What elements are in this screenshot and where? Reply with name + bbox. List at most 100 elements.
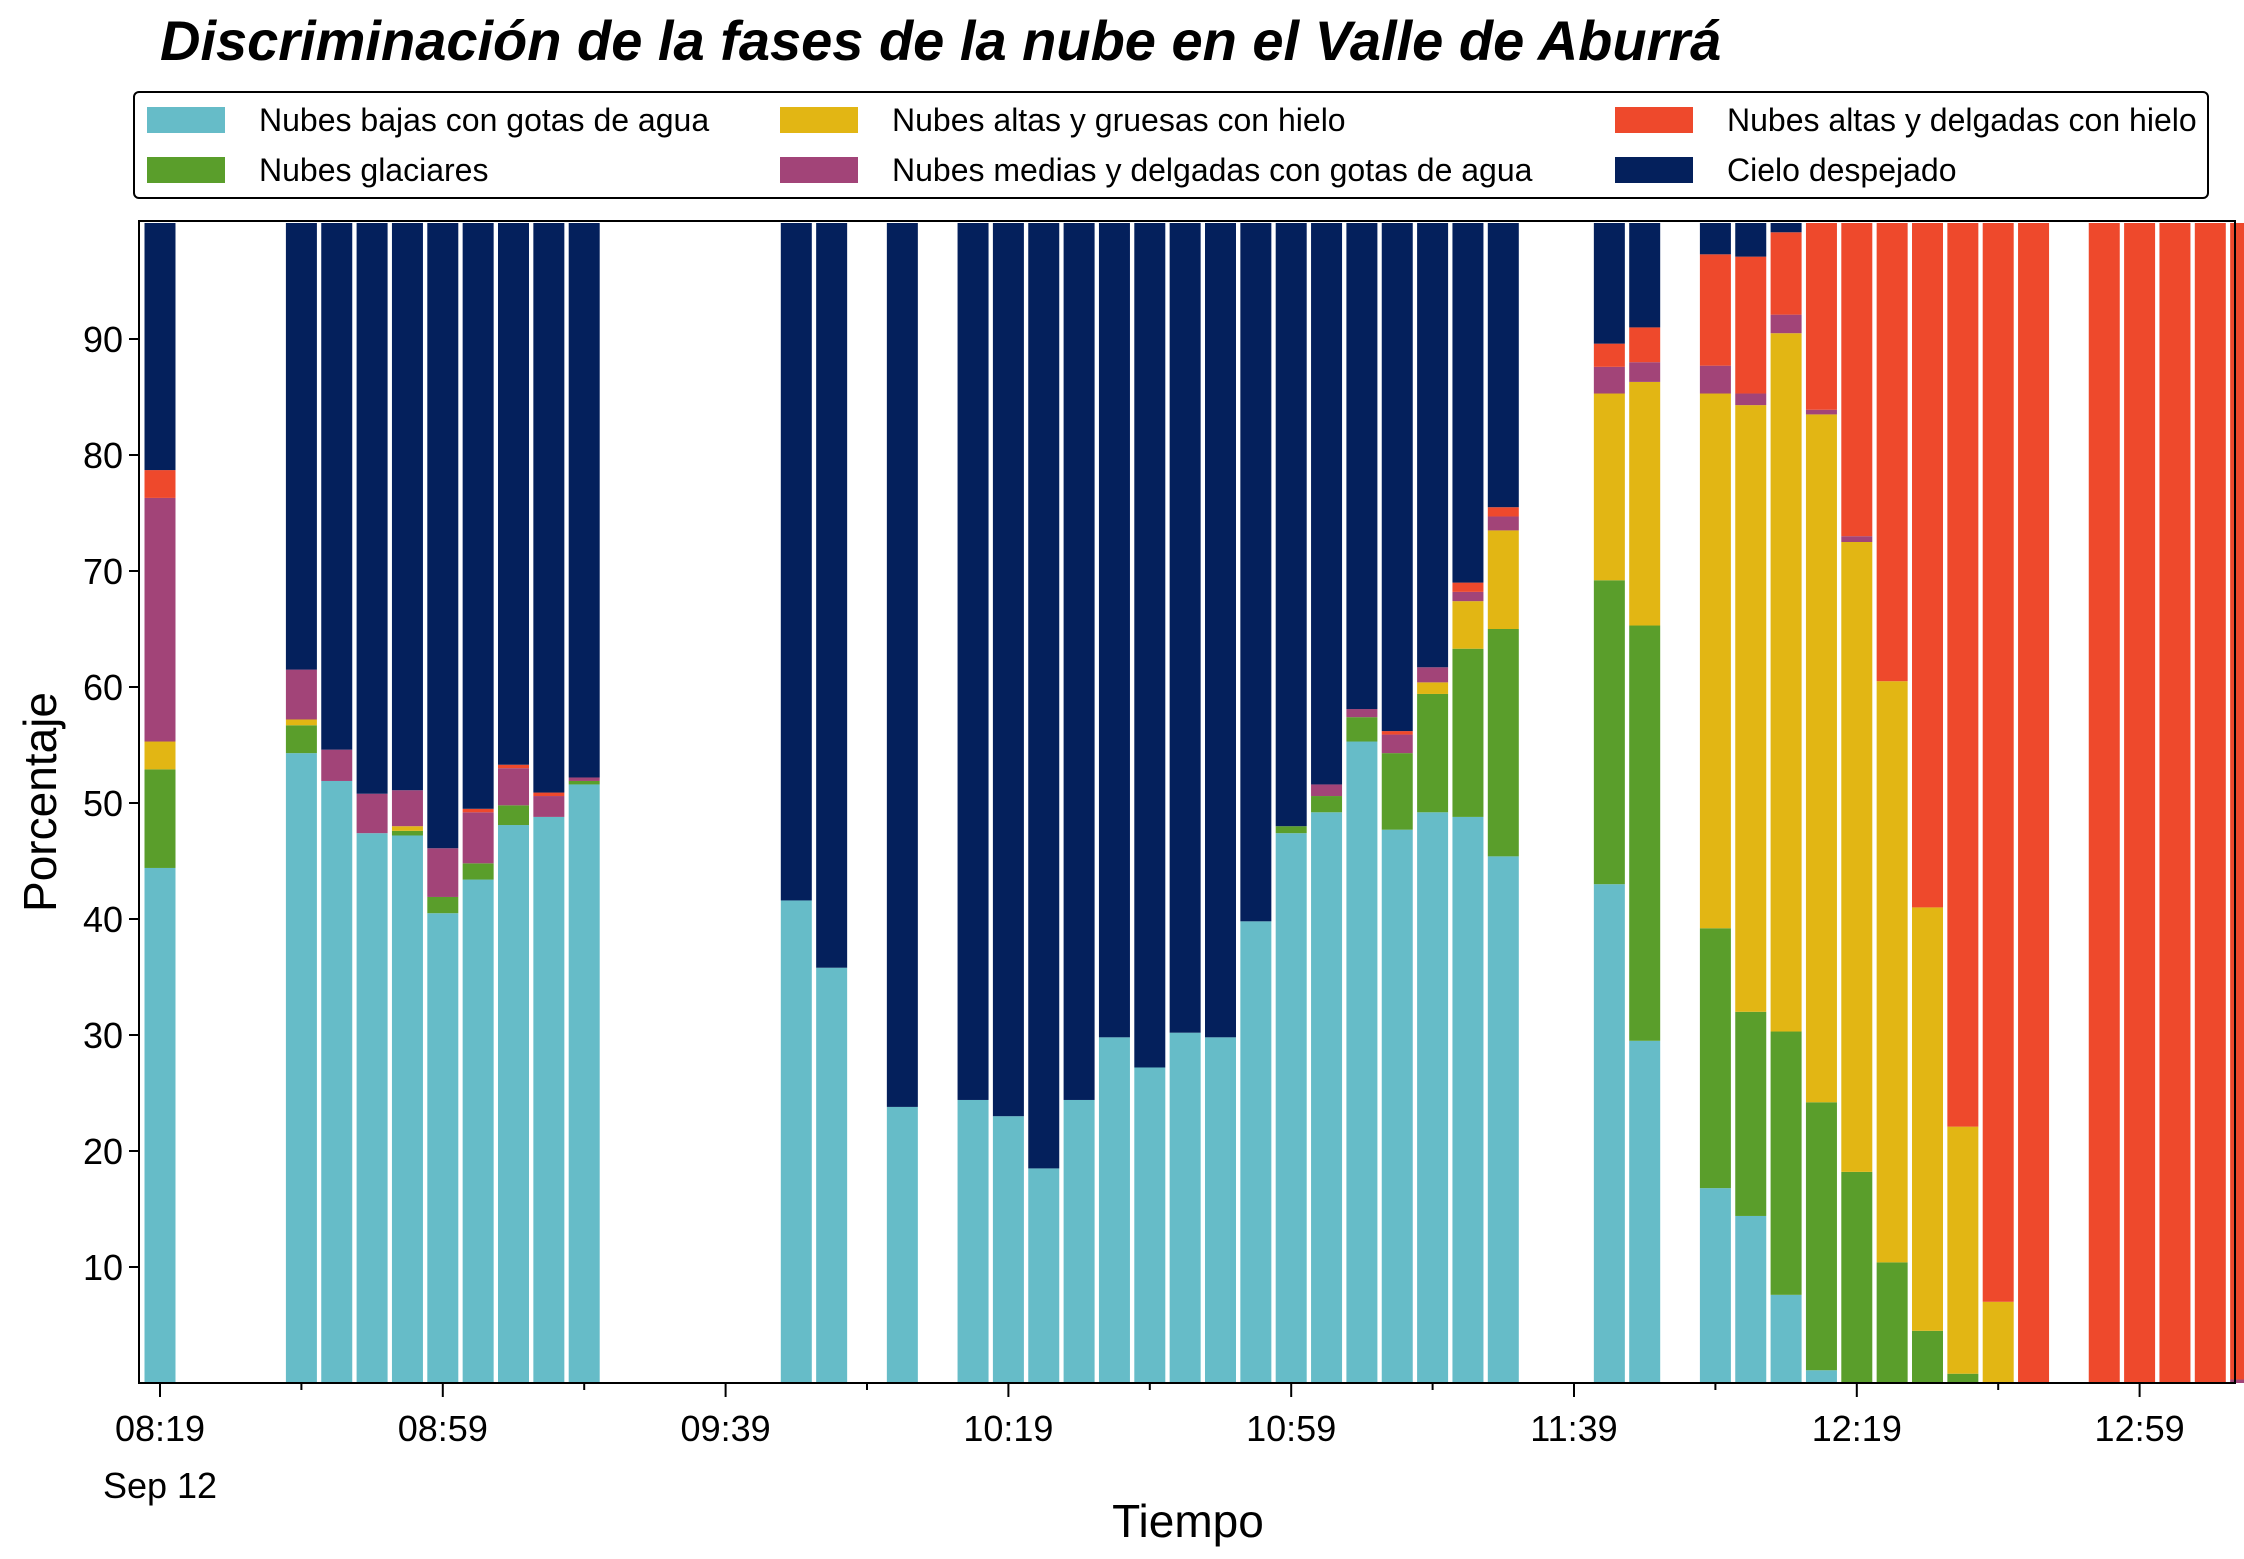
bar-nubes-altas-delgadas-1124: [1452, 582, 1484, 592]
bar-nubes-medias-1204: [1735, 393, 1767, 406]
bar-nubes-bajas-0849: [356, 833, 388, 1383]
bar-nubes-altas-delgadas-1144: [1593, 343, 1625, 367]
y-tick-label-90: 90: [83, 319, 123, 360]
bar-cielo-despejado-1119: [1417, 223, 1449, 668]
bar-nubes-bajas-0859: [427, 913, 459, 1383]
bar-nubes-altas-gruesas-1229: [1912, 907, 1943, 1331]
legend-label-nubes-medias: Nubes medias y delgadas con gotas de agu…: [892, 151, 1533, 188]
bar-nubes-medias-1104: [1311, 784, 1343, 797]
bar-nubes-bajas-1149: [1629, 1040, 1661, 1383]
bar-nubes-glaciares-1209: [1770, 1031, 1802, 1295]
bar-cielo-despejado-0819: [144, 223, 176, 471]
bar-nubes-bajas-1034: [1098, 1037, 1130, 1383]
x-tick-label-1139: 11:39: [1530, 1408, 1617, 1449]
bar-nubes-medias-1109: [1346, 709, 1378, 718]
bar-nubes-altas-gruesas-1149: [1629, 381, 1661, 626]
bar-nubes-glaciares-0859: [427, 896, 459, 914]
bar-nubes-medias-1144: [1593, 366, 1625, 394]
bar-nubes-altas-gruesas-1159: [1699, 393, 1731, 929]
bar-nubes-altas-delgadas-1149: [1629, 327, 1661, 363]
legend-label-nubes-altas-gruesas: Nubes altas y gruesas con hielo: [892, 101, 1346, 138]
bar-nubes-bajas-0954: [816, 967, 848, 1383]
bar-nubes-glaciares-0904: [462, 863, 494, 880]
bar-cielo-despejado-1109: [1346, 223, 1378, 710]
bar-cielo-despejado-0949: [780, 223, 812, 901]
legend-swatch-nubes-medias: [780, 157, 858, 183]
bar-nubes-bajas-1049: [1205, 1037, 1236, 1383]
bar-nubes-glaciares-1144: [1593, 580, 1625, 885]
bar-cielo-despejado-1124: [1452, 223, 1484, 583]
bar-nubes-glaciares-0819: [144, 769, 176, 868]
bar-nubes-glaciares-1234: [1947, 1373, 1979, 1383]
bar-nubes-glaciares-1219: [1841, 1171, 1873, 1383]
bar-nubes-medias-0844: [321, 749, 353, 781]
bar-nubes-bajas-1209: [1770, 1294, 1802, 1383]
bar-nubes-bajas-0919: [568, 784, 600, 1383]
y-tick-label-30: 30: [83, 1015, 123, 1056]
bar-nubes-medias-0914: [533, 796, 565, 817]
bar-nubes-bajas-1114: [1381, 829, 1413, 1383]
bar-cielo-despejado-1024: [1028, 223, 1060, 1169]
legend-swatch-nubes-bajas: [147, 107, 225, 133]
bar-cielo-despejado-0904: [462, 223, 494, 809]
legend-label-nubes-glaciares: Nubes glaciares: [259, 151, 489, 188]
bar-nubes-glaciares-0909: [498, 805, 529, 826]
bar-cielo-despejado-1129: [1487, 223, 1519, 508]
bar-nubes-glaciares-0919: [568, 780, 600, 785]
bar-nubes-bajas-1159: [1699, 1188, 1731, 1383]
y-axis: 10 20 30 40 50 60 70 80 90: [83, 319, 139, 1288]
bar-nubes-medias-0904: [462, 812, 494, 864]
bar-nubes-altas-delgadas-1239: [1982, 223, 2014, 1302]
x-axis: 08:19 08:59 09:39 10:19 10:59 11:39 12:19 12:59…: [103, 1383, 2185, 1506]
bar-nubes-bajas-0819: [144, 867, 176, 1383]
x-tick-label-1259: 12:59: [2095, 1408, 2185, 1449]
bar-nubes-altas-delgadas-1244: [2018, 223, 2050, 1383]
bar-nubes-glaciares-1124: [1452, 648, 1484, 817]
x-tick-label-0819: 08:19: [115, 1408, 205, 1449]
legend-label-cielo-despejado: Cielo despejado: [1727, 151, 1957, 188]
bar-nubes-medias-0909: [498, 768, 529, 806]
bar-nubes-medias-0839: [285, 669, 317, 720]
bar-nubes-altas-delgadas-1254: [2088, 223, 2120, 1383]
bar-nubes-glaciares-1214: [1805, 1102, 1837, 1371]
bar-nubes-altas-delgadas-1259: [2124, 223, 2156, 1383]
bar-nubes-bajas-1044: [1169, 1032, 1201, 1383]
y-axis-label: Porcentaje: [14, 692, 66, 912]
bar-cielo-despejado-0839: [285, 223, 317, 670]
bar-nubes-altas-delgadas-1129: [1487, 507, 1519, 517]
bar-nubes-altas-delgadas-1209: [1770, 232, 1802, 315]
bar-nubes-altas-gruesas-1209: [1770, 333, 1802, 1032]
chart-legend: Nubes bajas con gotas de agua Nubes glac…: [133, 91, 2209, 199]
bar-nubes-altas-gruesas-1219: [1841, 542, 1873, 1172]
y-tick-label-70: 70: [83, 551, 123, 592]
bar-nubes-medias-0819: [144, 497, 176, 742]
bar-cielo-despejado-0914: [533, 223, 565, 793]
bar-nubes-bajas-1004: [886, 1106, 918, 1383]
bar-nubes-bajas-1124: [1452, 816, 1484, 1383]
bar-nubes-altas-gruesas-0839: [285, 719, 317, 726]
bar-cielo-despejado-1144: [1593, 223, 1625, 344]
legend-swatch-cielo-despejado: [1615, 157, 1693, 183]
bar-cielo-despejado-1019: [992, 223, 1024, 1117]
bar-nubes-medias-1159: [1699, 365, 1731, 394]
x-tick-label-1059: 10:59: [1246, 1408, 1336, 1449]
bar-nubes-bajas-0914: [533, 816, 565, 1383]
bar-cielo-despejado-1204: [1735, 223, 1767, 257]
legend-item-nubes-glaciares: Nubes glaciares: [147, 150, 488, 190]
bar-nubes-glaciares-1204: [1735, 1011, 1767, 1216]
bar-nubes-bajas-1039: [1134, 1067, 1166, 1383]
bar-nubes-altas-delgadas-0819: [144, 470, 176, 498]
legend-item-nubes-altas-delgadas: Nubes altas y delgadas con hielo: [1615, 100, 2197, 140]
bar-nubes-altas-delgadas-0914: [533, 792, 565, 797]
y-tick-label-80: 80: [83, 435, 123, 476]
bar-nubes-bajas-0904: [462, 879, 494, 1383]
bar-nubes-altas-gruesas-1214: [1805, 414, 1837, 1103]
bar-nubes-bajas-0854: [391, 835, 423, 1383]
bar-nubes-altas-delgadas-1219: [1841, 223, 1873, 537]
legend-swatch-nubes-altas-delgadas: [1615, 107, 1693, 133]
x-tick-date-label: Sep 12: [103, 1465, 217, 1506]
bar-nubes-glaciares-1114: [1381, 753, 1413, 830]
bar-nubes-altas-delgadas-1304: [2159, 223, 2191, 1383]
bar-nubes-altas-gruesas-1124: [1452, 601, 1484, 649]
